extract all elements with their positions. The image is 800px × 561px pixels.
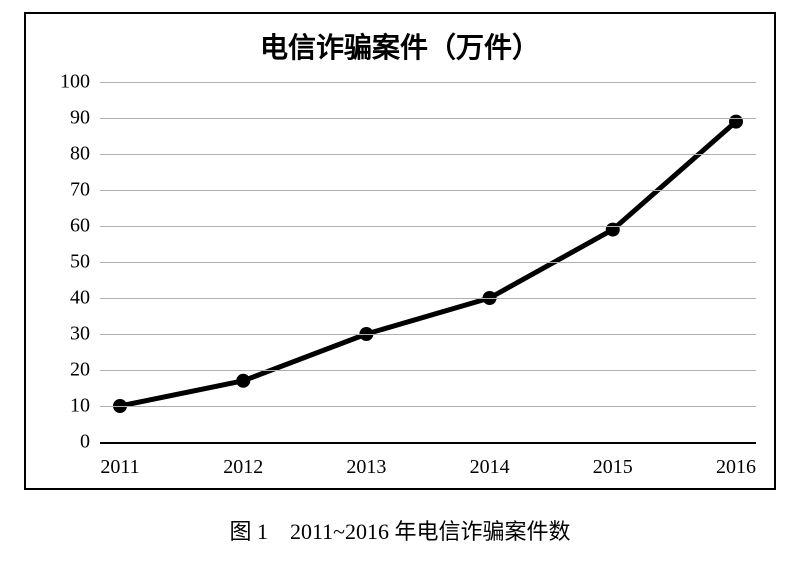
gridline xyxy=(100,442,756,444)
gridline xyxy=(100,370,756,371)
gridline xyxy=(100,82,756,83)
plot-area xyxy=(100,82,756,442)
figure-caption: 图 1 2011~2016 年电信诈骗案件数 xyxy=(0,514,800,546)
x-tick-label: 2015 xyxy=(593,456,633,479)
x-tick-label: 2014 xyxy=(470,456,510,479)
series-marker xyxy=(606,223,620,237)
y-tick-label: 100 xyxy=(0,71,90,94)
gridline xyxy=(100,226,756,227)
gridline xyxy=(100,118,756,119)
y-tick-label: 30 xyxy=(0,323,90,346)
y-tick-label: 50 xyxy=(0,251,90,274)
y-tick-label: 0 xyxy=(0,431,90,454)
y-tick-label: 90 xyxy=(0,107,90,130)
y-tick-label: 20 xyxy=(0,359,90,382)
y-tick-label: 10 xyxy=(0,395,90,418)
series-marker xyxy=(729,115,743,129)
gridline xyxy=(100,262,756,263)
y-tick-label: 70 xyxy=(0,179,90,202)
figure: 电信诈骗案件（万件） 图 1 2011~2016 年电信诈骗案件数 0 10 20 3… xyxy=(0,0,800,561)
gridline xyxy=(100,190,756,191)
y-tick-label: 40 xyxy=(0,287,90,310)
x-tick-label: 2016 xyxy=(716,456,756,479)
x-tick-label: 2011 xyxy=(100,456,139,479)
series-line xyxy=(120,122,736,406)
gridline xyxy=(100,406,756,407)
x-tick-label: 2013 xyxy=(346,456,386,479)
gridline xyxy=(100,298,756,299)
y-tick-label: 60 xyxy=(0,215,90,238)
chart-title: 电信诈骗案件（万件） xyxy=(24,26,776,66)
x-tick-label: 2012 xyxy=(223,456,263,479)
series-marker xyxy=(236,374,250,388)
gridline xyxy=(100,154,756,155)
y-tick-label: 80 xyxy=(0,143,90,166)
gridline xyxy=(100,334,756,335)
